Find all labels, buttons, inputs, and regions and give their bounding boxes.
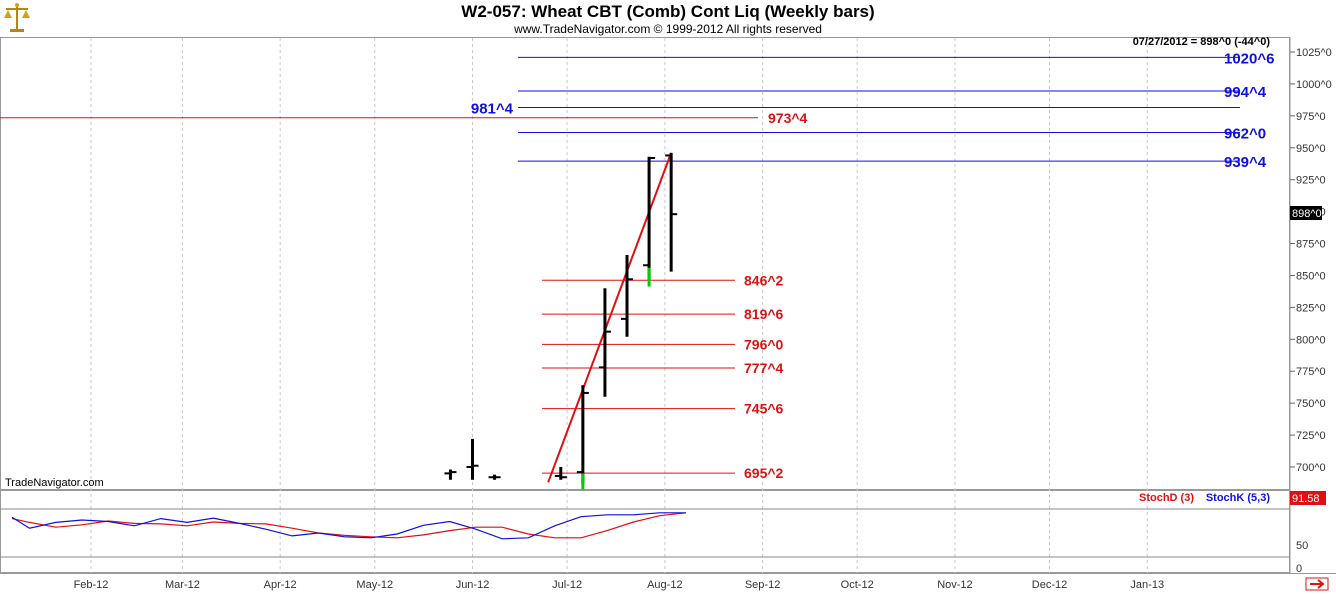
y-tick-label: 775^0 <box>1296 366 1326 378</box>
x-tick-label: Feb-12 <box>74 579 109 591</box>
x-tick-label: Sep-12 <box>745 579 780 591</box>
level-label-red: 819^6 <box>744 306 784 322</box>
level-label-red: 777^4 <box>744 360 784 376</box>
stoch-panel-frame <box>0 490 1290 573</box>
y-tick-label: 950^0 <box>1296 143 1326 155</box>
last-price-tag-bg <box>1290 206 1322 220</box>
x-tick-label: Aug-12 <box>647 579 682 591</box>
y-tick-label: 700^0 <box>1296 462 1326 474</box>
trend-line-group <box>547 152 673 483</box>
chart-title: W2-057: Wheat CBT (Comb) Cont Liq (Weekl… <box>461 2 875 21</box>
vertical-grid <box>90 38 1148 573</box>
trend-line <box>547 152 673 483</box>
stoch-y-tick-label: 0 <box>1296 563 1302 575</box>
stochd-line <box>11 512 687 539</box>
x-tick-label: Jun-12 <box>456 579 490 591</box>
level-label-red: 846^2 <box>744 272 784 288</box>
arrow-right-icon[interactable] <box>1305 577 1329 591</box>
stoch-tag-bg <box>1290 491 1326 505</box>
x-tick-label: Mar-12 <box>165 579 200 591</box>
ohlc-bars <box>444 152 678 490</box>
y-axis: 700^0 725^0 750^0 775^0 800^0 825^0 850^0 875^0… <box>1290 47 1332 474</box>
level-label-blue: 1020^6 <box>1224 50 1274 67</box>
level-label-blue: 981^4 <box>471 101 514 118</box>
y-tick-label: 975^0 <box>1296 111 1326 123</box>
level-label-blue: 939^4 <box>1224 154 1267 171</box>
level-label-red: 695^2 <box>744 465 784 481</box>
y-tick-label: 850^0 <box>1296 270 1326 282</box>
levels: 1020^6 994^4 981^4 962^0 939^4 973^4 846^2 819^… <box>0 50 1274 481</box>
price-panel-frame <box>0 37 1290 490</box>
x-tick-label: May-12 <box>356 579 393 591</box>
y-tick-label: 925^0 <box>1296 175 1326 187</box>
stochk-line <box>11 512 686 540</box>
last-price-tag: 898^0 <box>1292 208 1322 220</box>
level-label-red: 745^6 <box>744 401 784 417</box>
stochastic-panel: 0 50 <box>0 508 1308 575</box>
y-tick-label: 1025^0 <box>1296 47 1332 59</box>
stoch-last-tag: 91.58 <box>1292 493 1320 505</box>
y-tick-label: 725^0 <box>1296 430 1326 442</box>
legend-stochd: StochD (3) <box>1139 492 1194 504</box>
y-tick-label: 1000^0 <box>1296 79 1332 91</box>
level-label-red: 973^4 <box>768 110 808 126</box>
x-tick-label: Oct-12 <box>841 579 874 591</box>
level-label-red: 796^0 <box>744 336 784 352</box>
x-tick-label: Jan-13 <box>1130 579 1164 591</box>
watermark: TradeNavigator.com <box>5 477 104 489</box>
stoch-y-tick-label: 50 <box>1296 540 1308 552</box>
y-tick-label: 825^0 <box>1296 302 1326 314</box>
chart-subtitle: www.TradeNavigator.com © 1999-2012 All r… <box>514 22 822 36</box>
x-axis: Feb-12 Mar-12 Apr-12 May-12 Jun-12 Jul-12 Aug-… <box>74 579 1165 591</box>
x-tick-label: Dec-12 <box>1032 579 1067 591</box>
last-info: 07/27/2012 = 898^0 (-44^0) <box>1133 36 1271 48</box>
scales-icon[interactable] <box>2 2 32 34</box>
y-tick-label: 750^0 <box>1296 398 1326 410</box>
level-label-blue: 962^0 <box>1224 125 1266 142</box>
y-tick-label: 875^0 <box>1296 239 1326 251</box>
chart-header: W2-057: Wheat CBT (Comb) Cont Liq (Weekl… <box>0 0 1336 37</box>
x-tick-label: Apr-12 <box>264 579 297 591</box>
x-tick-label: Jul-12 <box>552 579 582 591</box>
y-tick-label: 800^0 <box>1296 334 1326 346</box>
level-label-blue: 994^4 <box>1224 84 1267 101</box>
legend-stochk: StochK (5,3) <box>1206 492 1271 504</box>
x-tick-label: Nov-12 <box>937 579 972 591</box>
